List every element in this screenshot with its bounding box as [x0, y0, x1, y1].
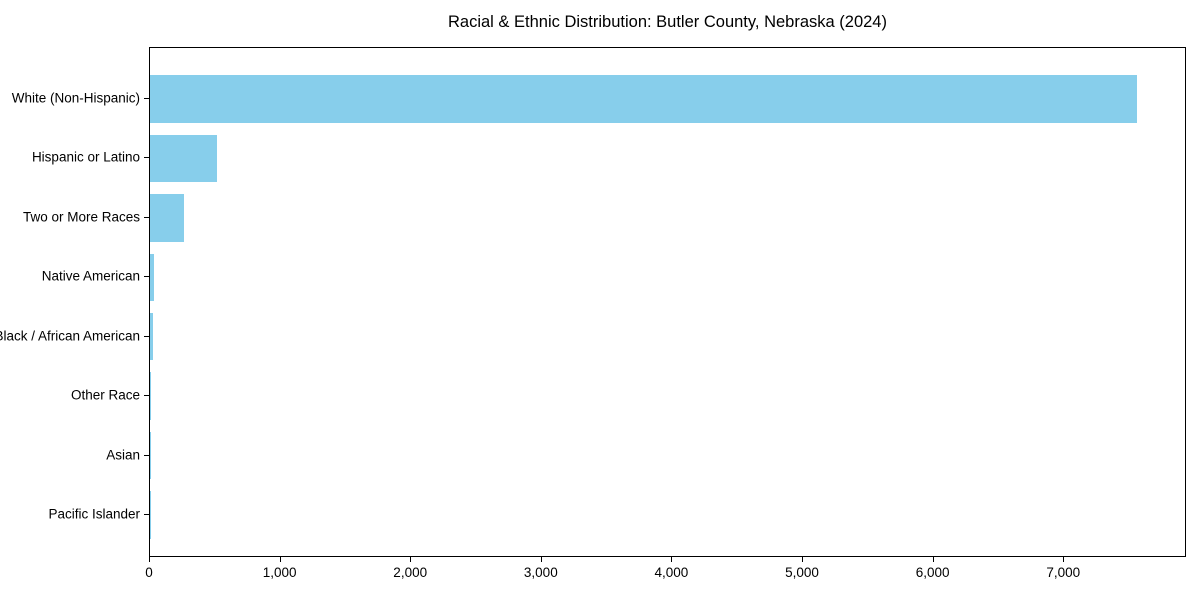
- x-tick-mark: [279, 557, 281, 562]
- y-tick-mark: [144, 395, 149, 397]
- bar-black-african-american: [150, 312, 153, 361]
- bar-hispanic-or-latino: [150, 134, 217, 183]
- x-tick-mark: [671, 557, 673, 562]
- x-tick-mark: [1063, 557, 1065, 562]
- bar-asian: [150, 431, 151, 480]
- y-tick-label-other-race: Other Race: [70, 387, 140, 403]
- y-tick-label-pacific-islander: Pacific Islander: [48, 506, 140, 522]
- x-tick-mark: [932, 557, 934, 562]
- bar-two-or-more-races: [150, 194, 184, 242]
- chart-title: Racial & Ethnic Distribution: Butler Cou…: [448, 13, 887, 31]
- y-tick-label-black-african-american: Black / African American: [0, 328, 140, 344]
- y-tick-mark: [144, 98, 149, 99]
- x-tick-mark: [410, 557, 412, 562]
- y-tick-mark: [144, 454, 149, 456]
- y-tick-mark: [144, 216, 149, 218]
- bar-native-american: [150, 253, 154, 302]
- x-tick-label-7000: 7,000: [1046, 565, 1081, 580]
- x-tick-label-3000: 3,000: [523, 565, 558, 580]
- y-tick-mark: [144, 276, 149, 278]
- y-tick-label-two-or-more-races: Two or More Races: [22, 209, 140, 225]
- y-tick-label-hispanic-or-latino: Hispanic or Latino: [31, 149, 140, 165]
- y-tick-label-native-american: Native American: [41, 268, 140, 284]
- bar-white-non-hispanic: [150, 75, 1138, 123]
- x-tick-label-1000: 1,000: [262, 565, 297, 580]
- x-tick-label-5000: 5,000: [785, 565, 819, 580]
- x-tick-label-2000: 2,000: [393, 565, 428, 580]
- x-tick-mark: [540, 557, 542, 562]
- x-tick-label-4000: 4,000: [654, 565, 689, 580]
- y-tick-mark: [144, 514, 149, 515]
- y-tick-label-white-non-hispanic: White (Non-Hispanic): [11, 90, 140, 106]
- plot-area: [149, 47, 1186, 557]
- bar-other-race: [150, 372, 152, 420]
- x-tick-mark: [149, 557, 150, 562]
- x-tick-label-6000: 6,000: [915, 565, 950, 580]
- x-tick-mark: [802, 557, 804, 562]
- x-tick-label-0: 0: [145, 565, 153, 580]
- y-tick-mark: [144, 335, 149, 337]
- y-tick-label-asian: Asian: [106, 447, 140, 463]
- y-tick-mark: [144, 157, 149, 159]
